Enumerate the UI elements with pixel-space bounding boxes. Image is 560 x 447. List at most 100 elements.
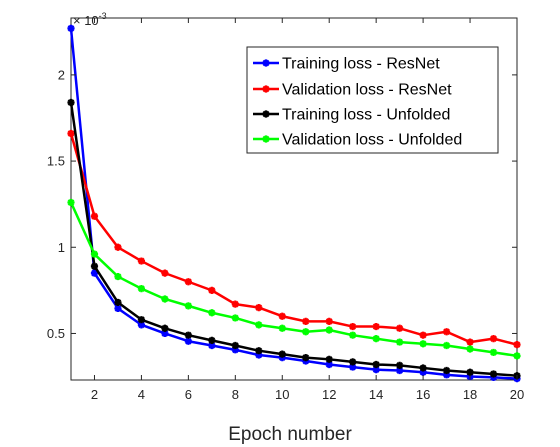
series-4 [67, 198, 521, 360]
data-point [419, 368, 427, 376]
series-line [69, 201, 518, 358]
series-layer [67, 24, 521, 383]
data-point [161, 324, 169, 332]
data-point [302, 317, 310, 325]
legend-item: Training loss - Unfolded [253, 107, 450, 124]
data-point [442, 366, 451, 375]
data-point [372, 322, 380, 331]
data-point [67, 129, 75, 138]
x-tick-label: 2 [91, 387, 98, 402]
x-tick-label: 6 [185, 387, 192, 402]
data-point [302, 353, 310, 362]
data-point [349, 322, 357, 331]
data-point [349, 363, 357, 371]
series-line [69, 28, 518, 380]
data-point [513, 352, 521, 360]
data-point [513, 341, 521, 349]
data-point [137, 257, 146, 265]
series-line [69, 133, 518, 346]
data-point [161, 295, 169, 303]
data-point [231, 346, 239, 354]
data-point [442, 371, 451, 379]
legend-label: Validation loss - Unfolded [282, 132, 462, 149]
data-point [372, 335, 380, 343]
x-tick-label: 20 [510, 387, 524, 402]
data-point [442, 341, 451, 350]
data-point [184, 337, 192, 345]
data-point [90, 212, 99, 220]
x-tick-label: 12 [322, 387, 336, 402]
data-point [278, 324, 286, 332]
y-tick-label: 1.5 [47, 154, 65, 169]
data-point [208, 309, 216, 317]
x-tick-label: 14 [369, 387, 383, 402]
data-point [67, 198, 75, 207]
data-point [90, 269, 99, 277]
data-point [325, 326, 333, 334]
data-point [466, 345, 474, 353]
data-point [137, 321, 146, 329]
data-point [255, 351, 263, 359]
data-point [349, 331, 357, 339]
y-tick-label: 2 [58, 67, 65, 82]
data-point [466, 368, 474, 376]
data-point [208, 336, 216, 344]
x-tick-label: 10 [275, 387, 289, 402]
data-point [302, 328, 310, 336]
data-point [466, 338, 474, 346]
data-point [489, 370, 498, 378]
data-point [489, 348, 498, 357]
data-point [231, 341, 239, 350]
x-tick-label: 16 [416, 387, 430, 402]
svg-text:× 10-3: × 10-3 [73, 11, 107, 28]
legend-label: Validation loss - ResNet [282, 82, 452, 99]
data-point [137, 285, 146, 293]
data-point [278, 350, 286, 358]
data-point [372, 366, 380, 374]
x-tick-label: 18 [463, 387, 477, 402]
data-point [489, 335, 498, 343]
data-point [114, 304, 122, 313]
data-point [255, 347, 263, 355]
legend-marker [262, 59, 270, 67]
data-point [419, 364, 427, 372]
y-axis-multiplier: × 10-3 [73, 11, 107, 28]
legend-marker [262, 135, 270, 143]
legend-marker [262, 110, 270, 118]
legend-label: Training loss - ResNet [282, 56, 440, 73]
data-point [184, 331, 192, 339]
data-point [114, 272, 122, 281]
series-3 [67, 98, 521, 380]
data-point [278, 312, 286, 320]
data-point [231, 300, 239, 308]
data-point [114, 298, 122, 307]
data-point [396, 324, 404, 332]
data-point [396, 338, 404, 346]
y-multiplier-base: × 10 [73, 13, 99, 28]
x-axis-label: Epoch number [228, 424, 352, 445]
x-tick-label: 8 [232, 387, 239, 402]
legend-item: Validation loss - Unfolded [253, 132, 462, 149]
legend-marker [262, 85, 270, 93]
data-point [255, 321, 263, 329]
x-tick-label: 4 [138, 387, 145, 402]
y-tick-label: 1 [58, 240, 65, 255]
data-point [90, 262, 99, 270]
data-point [349, 358, 357, 366]
series-2 [67, 129, 521, 349]
legend: Training loss - ResNet Validation loss - … [246, 46, 499, 154]
data-point [161, 329, 169, 338]
data-point [90, 250, 99, 258]
data-point [231, 314, 239, 322]
data-point [325, 317, 333, 325]
data-point [161, 269, 169, 277]
data-point [67, 98, 75, 107]
data-point [208, 341, 216, 350]
y-tick-label: 0.5 [47, 326, 65, 341]
series-line [69, 102, 518, 377]
data-point [419, 340, 427, 348]
data-point [442, 328, 451, 336]
y-multiplier-exponent: -3 [99, 11, 107, 21]
data-point [325, 360, 333, 369]
